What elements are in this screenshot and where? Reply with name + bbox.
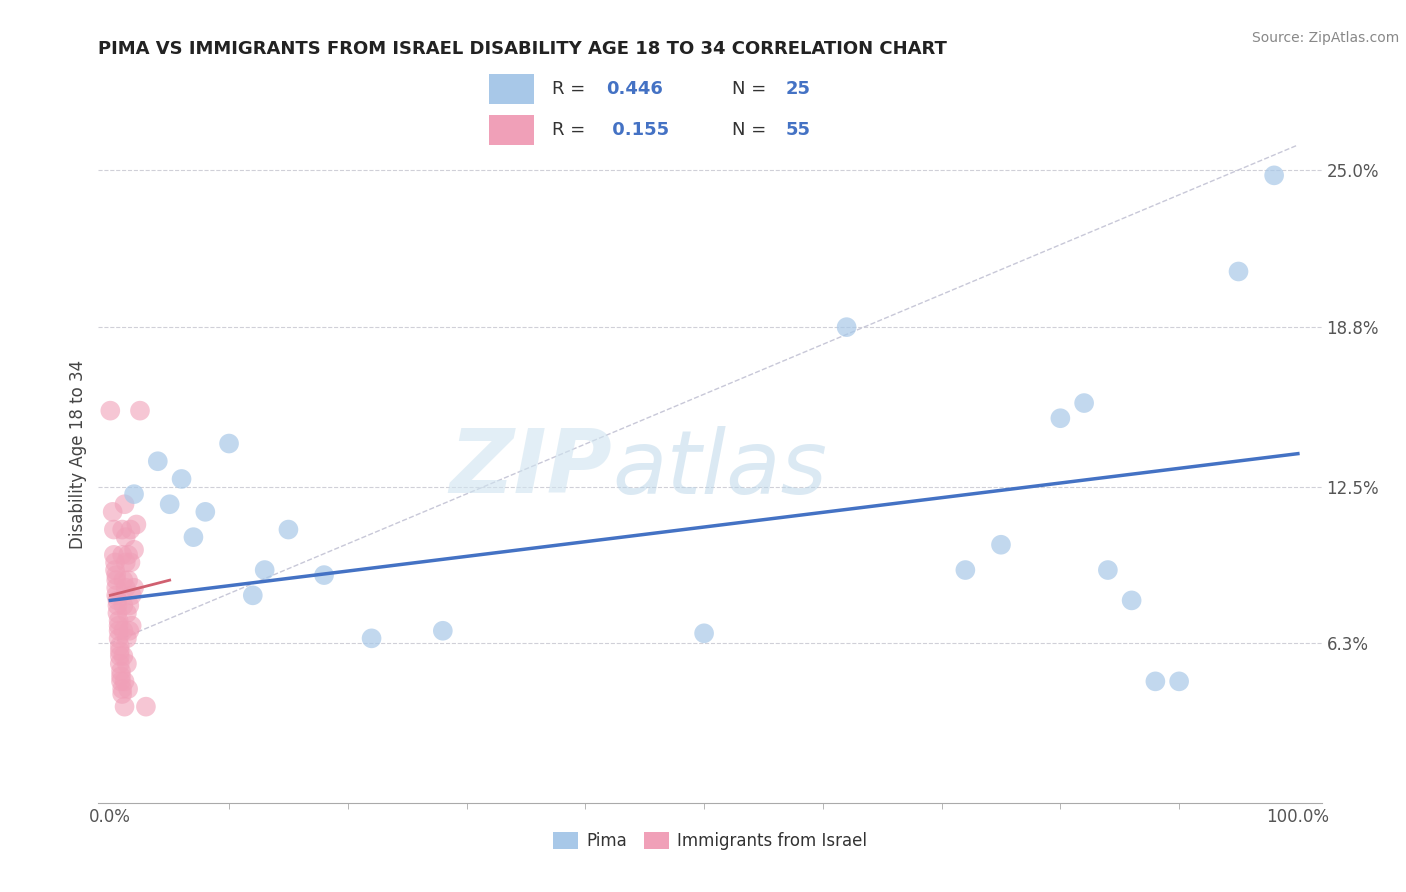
Legend: Pima, Immigrants from Israel: Pima, Immigrants from Israel bbox=[547, 826, 873, 857]
Point bbox=[101, 505, 124, 519]
Point bbox=[121, 618, 143, 632]
Text: Source: ZipAtlas.com: Source: ZipAtlas.com bbox=[1251, 31, 1399, 45]
Point bbox=[277, 523, 299, 537]
Point bbox=[114, 556, 136, 570]
Point bbox=[360, 632, 382, 646]
Point bbox=[121, 588, 143, 602]
Point bbox=[1073, 396, 1095, 410]
Point bbox=[183, 530, 205, 544]
Point bbox=[98, 403, 121, 417]
Point bbox=[115, 632, 138, 646]
Point bbox=[990, 538, 1012, 552]
Point bbox=[1227, 264, 1250, 278]
Point bbox=[159, 497, 181, 511]
Text: ZIP: ZIP bbox=[450, 425, 612, 512]
Point bbox=[110, 674, 132, 689]
Bar bbox=[489, 74, 534, 103]
Bar bbox=[489, 115, 534, 145]
Point bbox=[112, 599, 135, 613]
Point bbox=[115, 606, 138, 620]
Point bbox=[835, 320, 858, 334]
Point bbox=[108, 657, 131, 671]
Point bbox=[104, 563, 127, 577]
Point bbox=[114, 497, 136, 511]
Point bbox=[125, 517, 148, 532]
Point bbox=[122, 581, 145, 595]
Point bbox=[1097, 563, 1119, 577]
Point bbox=[105, 568, 128, 582]
Point bbox=[129, 403, 152, 417]
Point bbox=[105, 588, 128, 602]
Point bbox=[107, 606, 129, 620]
Point bbox=[253, 563, 276, 577]
Point bbox=[242, 588, 264, 602]
Point bbox=[107, 618, 129, 632]
Point bbox=[108, 644, 131, 658]
Point bbox=[1049, 411, 1071, 425]
Point bbox=[170, 472, 193, 486]
Point bbox=[111, 548, 134, 562]
Point bbox=[115, 657, 138, 671]
Point bbox=[120, 523, 142, 537]
Point bbox=[110, 669, 132, 683]
Text: 25: 25 bbox=[786, 79, 811, 97]
Point bbox=[107, 593, 129, 607]
Point bbox=[111, 523, 134, 537]
Point bbox=[114, 699, 136, 714]
Point bbox=[108, 648, 131, 663]
Text: PIMA VS IMMIGRANTS FROM ISRAEL DISABILITY AGE 18 TO 34 CORRELATION CHART: PIMA VS IMMIGRANTS FROM ISRAEL DISABILIT… bbox=[98, 40, 948, 58]
Point bbox=[114, 674, 136, 689]
Point bbox=[955, 563, 977, 577]
Text: 55: 55 bbox=[786, 121, 811, 139]
Point bbox=[107, 624, 129, 638]
Point bbox=[105, 573, 128, 587]
Point bbox=[118, 599, 141, 613]
Point bbox=[432, 624, 454, 638]
Text: 0.155: 0.155 bbox=[606, 121, 669, 139]
Point bbox=[122, 487, 145, 501]
Point bbox=[107, 632, 129, 646]
Text: atlas: atlas bbox=[612, 425, 827, 512]
Point bbox=[120, 556, 142, 570]
Point bbox=[312, 568, 335, 582]
Point bbox=[1168, 674, 1191, 689]
Point bbox=[110, 665, 132, 679]
Point bbox=[693, 626, 716, 640]
Point bbox=[111, 681, 134, 696]
Point bbox=[112, 624, 135, 638]
Text: N =: N = bbox=[733, 79, 772, 97]
Point bbox=[107, 614, 129, 628]
Point bbox=[218, 436, 240, 450]
Point bbox=[146, 454, 169, 468]
Point bbox=[105, 581, 128, 595]
Point bbox=[135, 699, 157, 714]
Point bbox=[1144, 674, 1167, 689]
Point bbox=[111, 687, 134, 701]
Point bbox=[1121, 593, 1143, 607]
Point bbox=[112, 648, 135, 663]
Y-axis label: Disability Age 18 to 34: Disability Age 18 to 34 bbox=[69, 360, 87, 549]
Text: R =: R = bbox=[553, 79, 591, 97]
Point bbox=[194, 505, 217, 519]
Point bbox=[104, 556, 127, 570]
Point bbox=[103, 548, 125, 562]
Text: 0.446: 0.446 bbox=[606, 79, 662, 97]
Point bbox=[108, 639, 131, 653]
Point bbox=[117, 548, 139, 562]
Point bbox=[103, 523, 125, 537]
Point bbox=[114, 530, 136, 544]
Point bbox=[122, 542, 145, 557]
Point bbox=[1263, 169, 1285, 183]
Point bbox=[107, 599, 129, 613]
Point bbox=[117, 681, 139, 696]
Point bbox=[117, 573, 139, 587]
Point bbox=[114, 581, 136, 595]
Point bbox=[118, 624, 141, 638]
Text: N =: N = bbox=[733, 121, 772, 139]
Text: R =: R = bbox=[553, 121, 591, 139]
Point bbox=[112, 573, 135, 587]
